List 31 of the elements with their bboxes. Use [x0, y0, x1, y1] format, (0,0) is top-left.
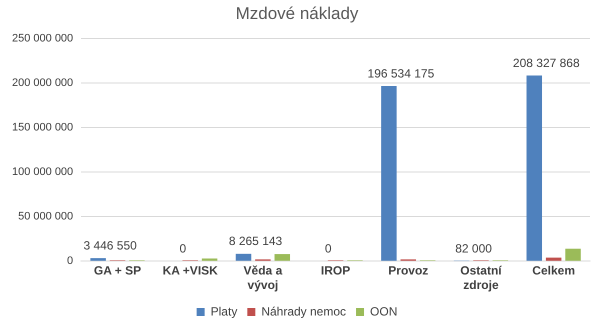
data-label: 0	[179, 242, 186, 256]
bar	[274, 254, 290, 261]
bar	[236, 254, 252, 261]
bar	[90, 258, 106, 261]
legend-label: OON	[370, 304, 398, 318]
bar	[381, 86, 397, 261]
data-label: 196 534 175	[368, 66, 435, 80]
x-tick-label: GA + SP	[94, 264, 142, 278]
x-tick-label: Provoz	[388, 264, 428, 278]
y-tick-label: 50 000 000	[18, 210, 74, 223]
legend-label: Platy	[210, 304, 238, 318]
data-label: 82 000	[455, 241, 492, 256]
x-tick-label: Věda a vývoj	[244, 264, 283, 292]
bar	[565, 248, 581, 261]
x-tick-label: Ostatní zdroje	[460, 264, 502, 292]
y-tick-label: 0	[67, 255, 74, 268]
x-tick-label: Celkem	[532, 264, 576, 278]
bar	[526, 76, 542, 261]
y-tick-label: 250 000 000	[12, 32, 74, 44]
data-label: 208 327 868	[512, 56, 580, 70]
data-label: 3 446 550	[83, 238, 138, 252]
legend-label: Náhrady nemoc	[261, 304, 346, 318]
y-tick-label: 200 000 000	[12, 76, 74, 89]
chart-title: Mzdové náklady	[236, 4, 359, 23]
x-tick-label: IROP	[320, 264, 350, 278]
data-label: 8 265 143	[228, 234, 283, 248]
x-tick-label: KA +VISK	[162, 264, 218, 278]
y-tick-label: 100 000 000	[12, 166, 74, 178]
bar	[546, 258, 562, 261]
y-tick-label: 150 000 000	[12, 122, 74, 134]
data-label: 0	[324, 242, 332, 256]
